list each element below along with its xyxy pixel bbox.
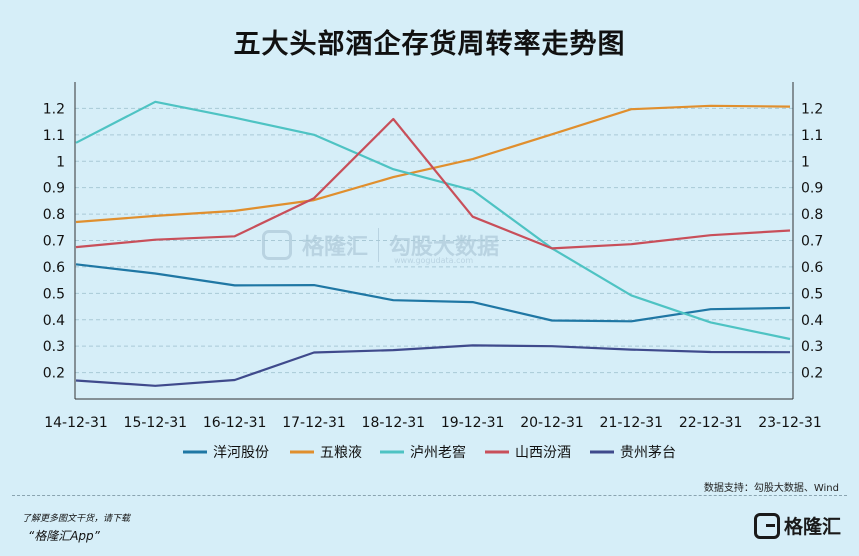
watermark-logo-icon [262,230,292,260]
series-line [75,344,791,387]
watermark-separator [378,228,380,262]
x-tick-label: 22-12-31 [679,415,743,431]
y-tick-label-right: 1 [801,154,810,170]
series-line [75,104,791,224]
x-tick-label: 15-12-31 [124,415,188,431]
y-tick-label-left: 0.8 [43,207,65,223]
y-tick-label-left: 0.4 [43,313,65,329]
watermark-source: 勾股大数据 [389,235,500,260]
x-tick-label: 18-12-31 [362,415,426,431]
brand-name: 格隆汇 [783,516,841,538]
watermark-brand: 格隆汇 [302,235,369,260]
x-tick-label: 16-12-31 [203,415,267,431]
y-tick-label-left: 0.2 [43,366,65,382]
y-tick-label-left: 1.2 [43,101,65,117]
legend-label: 洋河股份 [213,445,269,461]
legend-label: 泸州老窖 [410,444,466,461]
legend-label: 五粮液 [320,445,362,461]
watermark: 格隆汇 勾股大数据 www.gogudata.com [262,228,500,265]
y-tick-label-right: 0.9 [801,181,823,197]
y-tick-label-left: 0.9 [43,181,65,197]
series-line [75,117,791,250]
chart-title: 五大头部酒企存货周转率走势图 [233,29,626,60]
x-tick-label: 23-12-31 [758,415,822,431]
x-tick-label: 19-12-31 [441,415,505,431]
y-tick-label-right: 0.3 [801,339,823,355]
promo-text: 了解更多图文干货，请下载 [22,514,131,524]
x-tick-label: 17-12-31 [282,415,346,431]
y-tick-label-left: 1.1 [43,128,65,144]
y-tick-label-left: 0.3 [43,339,65,355]
watermark-url: www.gogudata.com [394,256,474,265]
footer-divider [12,495,847,496]
y-tick-label-right: 0.5 [801,286,823,302]
line-chart: 0.2 0.2 0.3 0.3 0.4 0.4 0.5 0.5 0.6 0.6 0.7 0.7 0.8 0… [43,82,823,461]
series-line [75,263,791,323]
y-tick-label-left: 0.7 [43,234,65,250]
y-tick-label-right: 1.2 [801,101,823,117]
y-tick-label-left: 0.6 [43,260,65,276]
series-line [75,100,791,341]
y-tick-label-right: 0.6 [801,260,823,276]
data-source-note: 数据支持：勾股大数据、Wind [703,483,839,494]
y-tick-label-right: 0.2 [801,366,823,382]
y-tick-label-left: 1 [56,154,65,170]
y-tick-label-right: 0.4 [801,313,823,329]
promo-app-name: “格隆汇App” [28,529,100,543]
x-tick-label: 14-12-31 [44,415,108,431]
legend-label: 贵州茅台 [620,445,676,461]
y-tick-label-right: 1.1 [801,128,823,144]
x-tick-label: 20-12-31 [520,415,584,431]
y-tick-label-left: 0.5 [43,286,65,302]
brand-logo: 格隆汇 [753,512,841,539]
x-tick-label: 21-12-31 [600,415,664,431]
legend-label: 山西汾酒 [515,445,571,461]
y-tick-label-right: 0.7 [801,234,823,250]
y-tick-label-right: 0.8 [801,207,823,223]
brand-logo-icon [753,512,780,539]
